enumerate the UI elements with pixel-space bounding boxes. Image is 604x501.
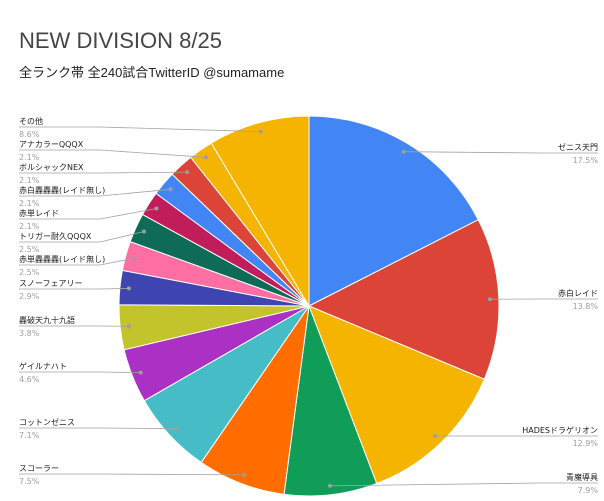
slice-label: 赤白レイド 13.8% [487, 288, 599, 311]
leader-dot [401, 149, 406, 154]
leader-line [19, 231, 145, 243]
leader-line [19, 171, 188, 174]
slice-label: その他 8.6% [19, 116, 263, 139]
slice-name-label: 轟破天九十九語 [19, 315, 75, 325]
pie-slice [308, 305, 485, 485]
pie-slice [283, 305, 378, 497]
slice-percent-label: 2.5% [19, 268, 40, 277]
leader-dot [258, 129, 263, 134]
slice-percent-label: 13.8% [573, 302, 599, 311]
slice-percent-label: 2.5% [19, 245, 40, 254]
slice-label: 赤単レイド 2.1% [19, 206, 159, 231]
slice-percent-label: 2.9% [19, 292, 40, 301]
slice-name-label: トリガー耐久QQQX [19, 231, 92, 241]
chart-subtitle: 全ランク帯 全240試合TwitterID @sumamame [19, 65, 284, 80]
leader-dot [433, 434, 437, 438]
leader-dot [203, 155, 208, 160]
slice-label: 赤白轟轟轟(レイド無し) 2.1% [19, 185, 173, 208]
chart-title: NEW DIVISION 8/25 [19, 28, 222, 53]
leader-line [19, 371, 141, 373]
leader-line [19, 208, 157, 220]
slice-name-label: 赤単レイド [19, 208, 59, 218]
slice-label: 赤単轟轟轟(レイド無し) 2.5% [19, 254, 137, 277]
slice-label: コットンゼニス 7.1% [19, 417, 178, 440]
slice-name-label: コットンゼニス [19, 417, 75, 427]
slice-name-label: ボルシャックNEX [19, 163, 84, 172]
slice-label: HADESドラゲリオン 12.9% [433, 425, 598, 448]
slice-percent-label: 2.1% [19, 153, 40, 162]
slice-name-label: 赤白レイド [558, 288, 598, 298]
pie-slice [308, 115, 479, 307]
slice-label: 轟破天九十九語 3.8% [19, 315, 132, 338]
slice-percent-label: 12.9% [573, 439, 599, 448]
leader-dot [168, 187, 173, 192]
slice-percent-label: 4.6% [19, 375, 40, 384]
slice-percent-label: 7.1% [19, 431, 40, 440]
leader-dot [154, 206, 159, 211]
leader-dot [173, 426, 178, 431]
leader-dot [328, 483, 332, 488]
slice-percent-label: 2.1% [19, 222, 40, 231]
slice-percent-label: 8.6% [19, 130, 40, 139]
leader-line [19, 257, 135, 266]
leader-line [19, 427, 176, 430]
leader-line [19, 126, 261, 132]
pie-slices [118, 115, 500, 497]
slice-name-label: ゲイルナハト [19, 361, 67, 371]
slice-percent-label: 7.9% [578, 486, 599, 495]
slice-percent-label: 2.1% [19, 199, 40, 208]
slice-label: アナカラーQQQX 2.1% [19, 140, 208, 162]
leader-line [329, 482, 598, 487]
leader-line [19, 288, 129, 290]
leader-dot [142, 229, 146, 234]
slice-percent-label: 2.1% [19, 176, 40, 185]
pie-slice [210, 115, 310, 308]
leader-dot [185, 170, 190, 175]
slice-label: ゲイルナハト 4.6% [19, 361, 143, 384]
leader-line [19, 149, 206, 158]
leader-line [19, 473, 245, 476]
slice-name-label: 青魔導具 [566, 472, 598, 482]
slice-label: ゼニス天門 17.5% [401, 142, 599, 165]
leader-dot [132, 256, 137, 261]
slice-percent-label: 17.5% [573, 156, 599, 165]
slice-name-label: 赤白轟轟轟(レイド無し) [19, 185, 105, 195]
slice-label: トリガー耐久QQQX 2.5% [19, 229, 146, 254]
leader-dot [242, 472, 246, 477]
slice-percent-label: 3.8% [19, 329, 40, 338]
slice-name-label: ゼニス天門 [558, 142, 598, 152]
slice-label: 青魔導具 7.9% [328, 472, 598, 495]
slice-name-label: その他 [19, 116, 43, 126]
leader-dot [138, 370, 143, 375]
slice-name-label: 赤単轟轟轟(レイド無し) [19, 254, 105, 264]
slice-label: スコーラー 7.5% [19, 464, 246, 486]
leader-line [403, 151, 598, 154]
slice-name-label: HADESドラゲリオン [522, 425, 598, 435]
slice-percent-label: 7.5% [19, 477, 40, 486]
slice-name-label: アナカラーQQQX [19, 140, 84, 149]
slice-name-label: スノーフェアリー [19, 279, 83, 288]
slice-labels: ゼニス天門 17.5% 赤白レイド 13.8% HADESドラゲリオン 12.9% 青魔導具… [19, 116, 598, 495]
leader-dot [126, 286, 131, 291]
leader-line [19, 188, 171, 197]
slice-label: スノーフェアリー 2.9% [19, 279, 131, 301]
leader-dot [127, 324, 132, 329]
slice-name-label: スコーラー [19, 464, 59, 473]
slice-label: ボルシャックNEX 2.1% [19, 163, 190, 185]
leader-dot [487, 297, 492, 302]
